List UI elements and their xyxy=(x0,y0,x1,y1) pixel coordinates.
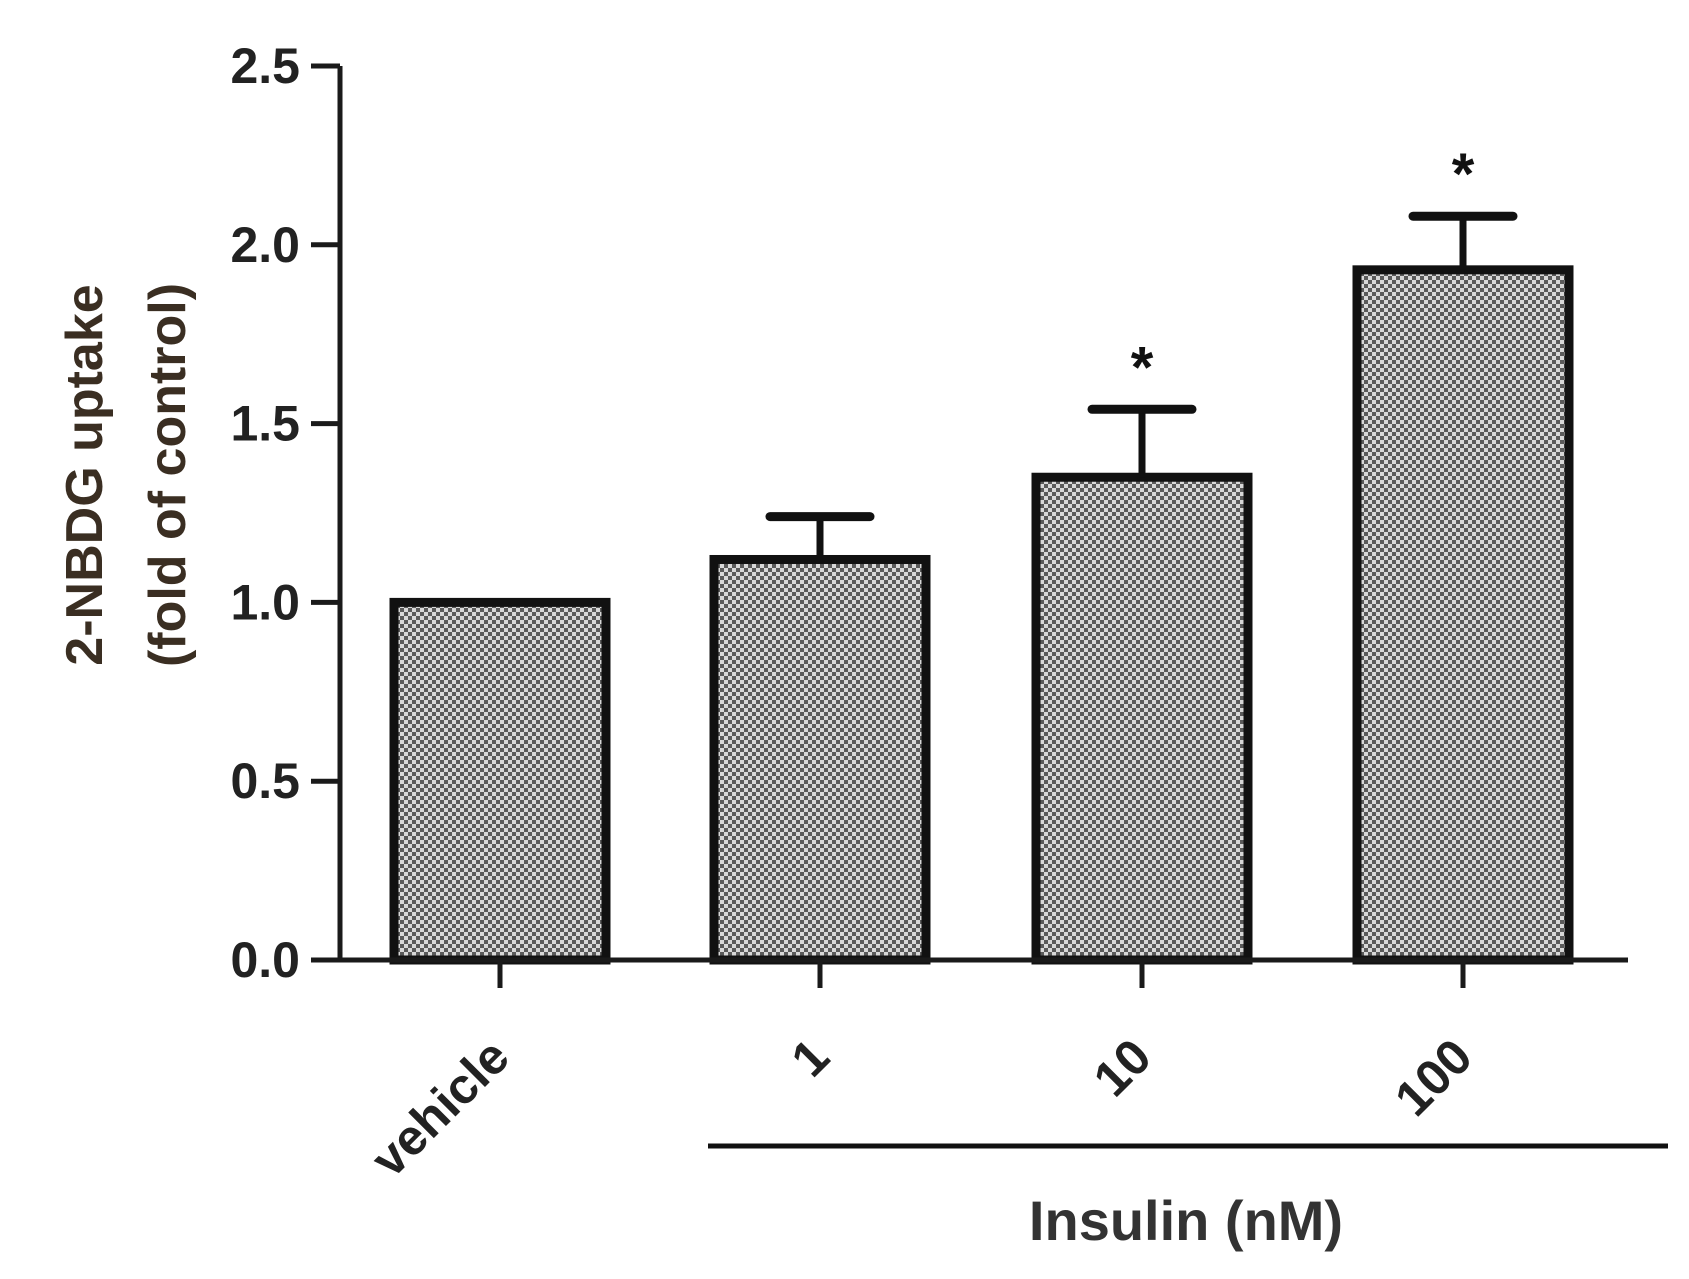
significance-asterisk: * xyxy=(1131,335,1154,400)
y-axis-ticks: 0.0 0.5 1.0 1.5 2.0 2.5 xyxy=(230,38,340,988)
y-tick-label: 2.0 xyxy=(230,217,300,273)
y-tick-label: 1.5 xyxy=(230,396,300,452)
bar-1 xyxy=(709,554,931,965)
x-category-label: vehicle xyxy=(360,1028,519,1187)
x-category-label: 1 xyxy=(781,1028,840,1087)
bars xyxy=(389,265,1574,965)
y-tick-label: 0.0 xyxy=(230,932,300,988)
y-axis-title-line2: (fold of control) xyxy=(139,283,197,667)
y-tick-label: 1.0 xyxy=(230,574,300,630)
bar-vehicle xyxy=(389,597,611,965)
y-tick-label: 2.5 xyxy=(230,38,300,94)
x-axis-ticks: vehicle 1 10 100 xyxy=(360,960,1483,1188)
error-bars xyxy=(765,211,1518,560)
x-category-label: 100 xyxy=(1384,1028,1483,1127)
y-axis-title-line1: 2-NBDG uptake xyxy=(56,284,114,665)
bar-10 xyxy=(1031,472,1253,965)
x-category-label: 10 xyxy=(1083,1028,1162,1107)
x-axis-title: Insulin (nM) xyxy=(1029,1189,1343,1252)
y-tick-label: 0.5 xyxy=(230,753,300,809)
significance-asterisk: * xyxy=(1452,142,1475,207)
y-axis-title: 2-NBDG uptake (fold of control) xyxy=(56,283,197,667)
significance-markers: ** xyxy=(1131,142,1475,400)
bar-100 xyxy=(1352,265,1574,965)
